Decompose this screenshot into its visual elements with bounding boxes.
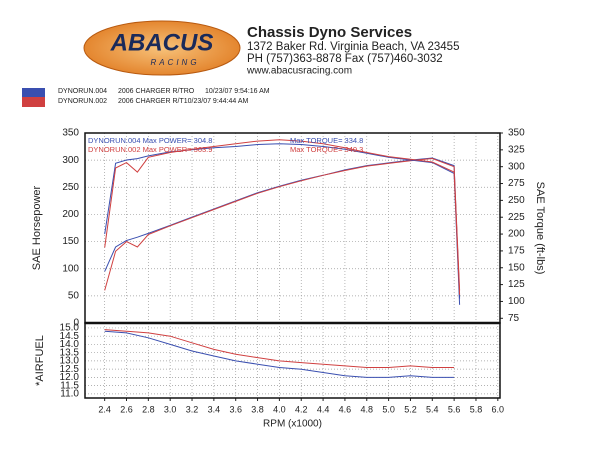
y-tick-label: 13.0: [60, 356, 80, 367]
x-tick-label: 5.4: [426, 404, 439, 414]
y2-tick-label: 350: [508, 128, 525, 139]
y-tick-label: 11.0: [60, 389, 79, 400]
logo-subtext: RACING: [150, 58, 199, 67]
x-tick-label: 2.4: [98, 404, 111, 414]
series-line: [104, 330, 455, 378]
run-file: DYNORUN.004: [58, 88, 107, 95]
y-axis-label: *AIRFUEL: [34, 335, 46, 386]
x-tick-label: 4.8: [361, 404, 374, 414]
x-tick-label: 4.0: [273, 404, 286, 414]
y-tick-label: 15.0: [60, 323, 80, 334]
run-car: 2006 CHARGER R/TRO: [118, 88, 195, 95]
x-tick-label: 5.0: [382, 404, 395, 414]
series-line: [104, 157, 461, 291]
series-line: [104, 157, 461, 299]
y2-axis-label: SAE Torque (ft-lbs): [534, 182, 546, 275]
x-tick-label: 5.6: [448, 404, 461, 414]
x-tick-label: 4.2: [295, 404, 308, 414]
x-tick-label: 4.6: [339, 404, 352, 414]
y-axis-label: SAE Horsepower: [31, 185, 43, 270]
y-tick-label: 13.5: [60, 347, 80, 358]
run-date: 10/23/07 9:54:16 AM: [205, 88, 270, 95]
x-tick-label: 2.8: [142, 404, 155, 414]
y-tick-label: 14.5: [60, 331, 80, 342]
x-tick-label: 4.4: [317, 404, 330, 414]
run-car: 2006 CHARGER R/T10/23/07 9:44:44 AM: [118, 98, 249, 105]
series-line: [104, 143, 461, 305]
x-tick-label: 3.2: [186, 404, 199, 414]
y-tick-label: 200: [62, 209, 79, 220]
address: 1372 Baker Rd. Virginia Beach, VA 23455: [247, 41, 459, 53]
x-tick-label: 6.0: [492, 404, 505, 414]
website: www.abacusracing.com: [246, 66, 352, 77]
annotation: DYNORUN.004 Max POWER= 304.8: [88, 136, 212, 145]
y-tick-label: 150: [62, 236, 79, 247]
y2-tick-label: 175: [508, 246, 525, 257]
company: Chassis Dyno Services: [247, 24, 412, 41]
x-tick-label: 5.8: [470, 404, 483, 414]
y-tick-label: 0: [73, 318, 79, 329]
y-tick-label: 12.0: [60, 372, 80, 383]
series-line: [104, 139, 461, 295]
x-tick-label: 3.6: [229, 404, 242, 414]
x-tick-label: 2.6: [120, 404, 133, 414]
legend-swatch: [22, 88, 45, 97]
y-tick-label: 100: [62, 263, 79, 274]
y2-tick-label: 75: [508, 313, 520, 324]
y-tick-label: 250: [62, 182, 79, 193]
y2-tick-label: 200: [508, 229, 525, 240]
x-tick-label: 5.2: [404, 404, 417, 414]
y2-tick-label: 100: [508, 296, 525, 307]
phone: PH (757)363-8878 Fax (757)460-3032: [247, 53, 443, 65]
x-tick-label: 3.8: [251, 404, 264, 414]
y2-tick-label: 275: [508, 178, 525, 189]
y2-tick-label: 150: [508, 262, 525, 273]
y2-tick-label: 225: [508, 212, 525, 223]
logo-text: ABACUS: [110, 29, 214, 56]
annotation: DYNORUN.002 Max POWER= 303.9: [88, 145, 212, 154]
series-line: [104, 329, 455, 368]
y-tick-label: 300: [62, 155, 79, 166]
run-file: DYNORUN.002: [58, 98, 107, 105]
y-tick-label: 50: [68, 290, 80, 301]
x-tick-label: 3.4: [208, 404, 221, 414]
y-tick-label: 350: [62, 128, 79, 139]
y-tick-label: 12.5: [60, 364, 80, 375]
annotation: Max TORQUE= 340.3: [290, 145, 363, 154]
y-tick-label: 11.5: [60, 380, 79, 391]
legend-swatch: [22, 97, 45, 107]
x-tick-label: 3.0: [164, 404, 177, 414]
y2-tick-label: 300: [508, 161, 525, 172]
y2-tick-label: 250: [508, 195, 525, 206]
y2-tick-label: 325: [508, 144, 525, 155]
annotation: Max TORQUE= 334.8: [290, 136, 363, 145]
x-axis-label: RPM (x1000): [263, 419, 322, 430]
y2-tick-label: 125: [508, 279, 525, 290]
y-tick-label: 14.0: [60, 339, 80, 350]
logo: [83, 20, 241, 76]
plots: 0 50 100 150 200 250 300 350 75 100 125 150 175 200 22…: [31, 128, 546, 430]
